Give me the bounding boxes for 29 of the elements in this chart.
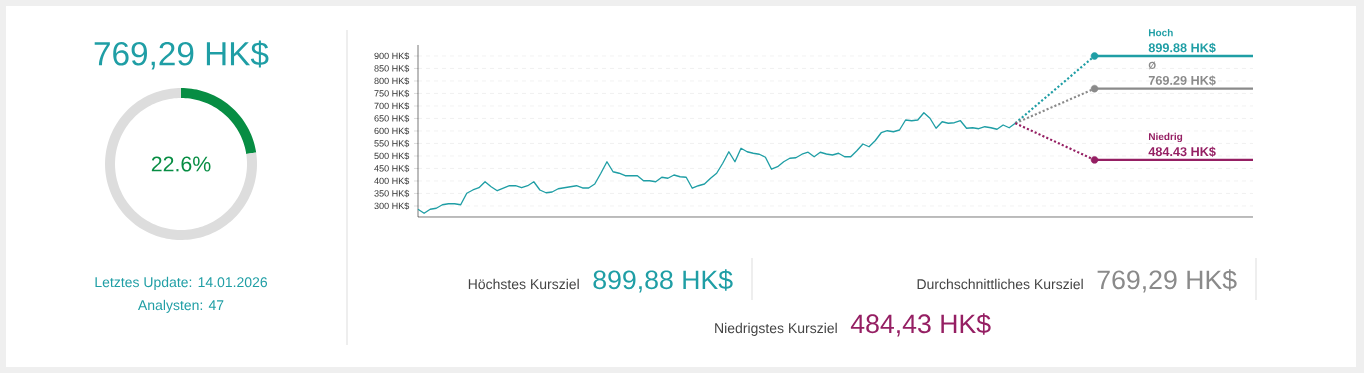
text: 769,29 HK$	[1097, 269, 1237, 293]
text: Analysten: 47	[137, 299, 224, 313]
y-tick-label: 450 HK$	[374, 164, 410, 173]
series-label: Hoch	[1148, 28, 1173, 37]
y-tick-label: 300 HK$	[374, 202, 410, 210]
data-label: 484.43 HK$	[1148, 146, 1216, 157]
y-tick-label: 800 HK$	[374, 77, 410, 85]
y-tick-label: 850 HK$	[374, 64, 410, 73]
y-tick-label: 650 HK$	[374, 114, 410, 123]
y-tick-label: 600 HK$	[374, 127, 410, 135]
y-tick-label: 350 HK$	[374, 189, 410, 198]
data-label: 769.29 HK$	[1148, 75, 1216, 86]
y-tick-label: 500 HK$	[374, 152, 410, 160]
y-tick-label: 750 HK$	[374, 89, 410, 98]
y-tick-label: 550 HK$	[374, 139, 410, 148]
text: Durchschnittliches Kursziel	[917, 278, 1083, 290]
y-tick-label: 700 HK$	[374, 102, 410, 110]
series-label: Ø	[1148, 61, 1156, 70]
data-label: 899.88 HK$	[1148, 42, 1216, 54]
chart-title: 769,29 HK$	[94, 40, 269, 70]
series-label: Niedrig	[1148, 132, 1183, 143]
data-label: 22.6%	[151, 156, 211, 172]
text: 484,43 HK$	[850, 313, 991, 337]
text: Niedrigstes Kursziel	[715, 322, 837, 336]
y-tick-label: 400 HK$	[374, 177, 410, 185]
text: 899,88 HK$	[593, 269, 733, 293]
text: Letztes Update: 14.01.2026	[95, 276, 268, 290]
y-tick-label: 900 HK$	[374, 52, 410, 60]
text: Höchstes Kursziel	[468, 278, 579, 290]
